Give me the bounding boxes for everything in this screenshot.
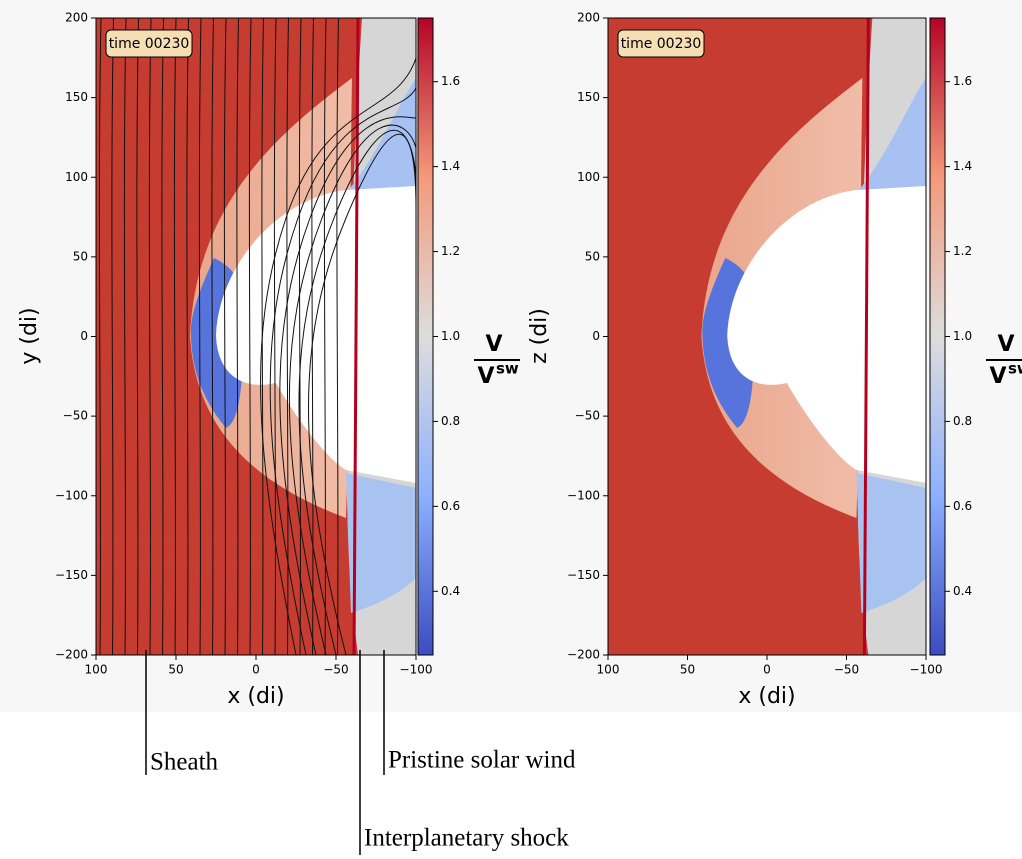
annotation-box	[105, 29, 193, 58]
heatmap	[96, 17, 417, 656]
y-tick-label: 50	[73, 249, 88, 263]
y-axis-label: z (di)	[527, 308, 552, 364]
streamline	[136, 17, 139, 656]
streamline	[308, 133, 417, 656]
streamline	[311, 17, 314, 656]
colorbar-tick-label: 1.0	[953, 329, 972, 343]
y-tick-label: 0	[80, 329, 88, 343]
streamline	[336, 17, 339, 656]
blue-region-top	[346, 78, 416, 208]
y-tick-label: −150	[55, 568, 88, 582]
y-tick-label: −50	[63, 409, 88, 423]
annotation-box	[617, 29, 705, 58]
streamline	[273, 17, 277, 656]
streamline	[279, 116, 417, 656]
colorbar-tick-label: 1.4	[441, 159, 460, 173]
streamline	[269, 87, 417, 656]
y-tick-label: 100	[577, 170, 600, 184]
shock-front	[352, 17, 360, 656]
y-tick-label: −100	[567, 488, 600, 502]
streamline	[123, 17, 127, 656]
blue-region-top	[856, 78, 926, 208]
magnetosphere	[727, 186, 926, 483]
streamline	[98, 17, 102, 656]
x-tick-label: −100	[400, 663, 433, 677]
region-annotation: Pristine solar wind	[388, 747, 576, 774]
colorbar-label-denominator: V	[477, 364, 494, 389]
streamline	[223, 17, 227, 656]
colorbar-tick-label: 0.4	[953, 584, 972, 598]
colorbar-label-numerator: V	[485, 332, 502, 357]
colorbar-tick-label: 1.4	[953, 159, 972, 173]
colorbar-tick-label: 0.4	[441, 584, 460, 598]
streamline	[111, 17, 114, 656]
colorbar-tick-label: 0.6	[953, 499, 972, 513]
x-tick-label: 0	[763, 663, 771, 677]
colorbar-tick-label: 1.6	[953, 74, 972, 88]
y-tick-label: −150	[567, 568, 600, 582]
x-tick-label: 100	[85, 663, 108, 677]
region-annotation: Interplanetary shock	[364, 825, 569, 852]
x-tick-label: 50	[680, 663, 695, 677]
streamline	[298, 17, 302, 656]
colorbar-label-numerator: V	[997, 332, 1014, 357]
colorbar	[929, 17, 946, 656]
streamline	[211, 17, 214, 656]
annotation: time 00230	[621, 36, 702, 52]
streamline	[286, 17, 289, 656]
streamline	[236, 17, 239, 656]
colorbar-tick-label: 1.2	[953, 244, 972, 258]
x-tick-label: 0	[252, 663, 260, 677]
streamline	[260, 57, 417, 656]
streamline	[198, 17, 202, 656]
y-tick-label: 150	[65, 90, 88, 104]
colorbar-tick-label: 1.2	[441, 244, 460, 258]
colorbar-tick-label: 0.8	[441, 414, 460, 428]
colorbar-tick-label: 0.8	[953, 414, 972, 428]
colorbar	[417, 17, 434, 656]
magnetosphere	[216, 186, 416, 483]
y-tick-label: 50	[585, 249, 600, 263]
streamline	[161, 17, 164, 656]
annotation: time 00230	[109, 36, 190, 52]
y-tick-label: −100	[55, 488, 88, 502]
streamline	[298, 130, 417, 656]
y-tick-label: −200	[567, 648, 600, 662]
shock-front	[862, 17, 870, 656]
region-annotation: Sheath	[150, 749, 219, 776]
y-tick-label: 100	[65, 170, 88, 184]
y-axis-label: y (di)	[17, 307, 42, 364]
streamline	[173, 17, 177, 656]
colorbar-tick-label: 1.6	[441, 74, 460, 88]
streamline	[289, 124, 417, 656]
colorbar-label-denominator: V	[989, 364, 1006, 389]
streamline	[186, 17, 189, 656]
x-axis-label: x (di)	[738, 684, 795, 709]
x-tick-label: −50	[323, 663, 348, 677]
streamline	[323, 17, 327, 656]
x-tick-label: 100	[597, 663, 620, 677]
y-tick-label: 200	[577, 11, 600, 25]
colorbar-tick-label: 1.0	[441, 329, 460, 343]
y-tick-label: 150	[577, 90, 600, 104]
streamline	[148, 17, 152, 656]
x-tick-label: −50	[834, 663, 859, 677]
blue-region-bottom	[346, 473, 416, 613]
y-tick-label: 0	[592, 329, 600, 343]
x-axis-label: x (di)	[227, 684, 284, 709]
streamline	[248, 17, 252, 656]
y-tick-label: −50	[575, 409, 600, 423]
y-tick-label: 200	[65, 11, 88, 25]
colorbar-label-superscript: sw	[496, 360, 519, 378]
colorbar-label-superscript: sw	[1008, 360, 1022, 378]
colorbar-tick-label: 0.6	[441, 499, 460, 513]
blue-region-bottom	[856, 473, 926, 613]
x-tick-label: 50	[168, 663, 183, 677]
y-tick-label: −200	[55, 648, 88, 662]
x-tick-label: −100	[910, 663, 943, 677]
heatmap	[608, 17, 926, 656]
